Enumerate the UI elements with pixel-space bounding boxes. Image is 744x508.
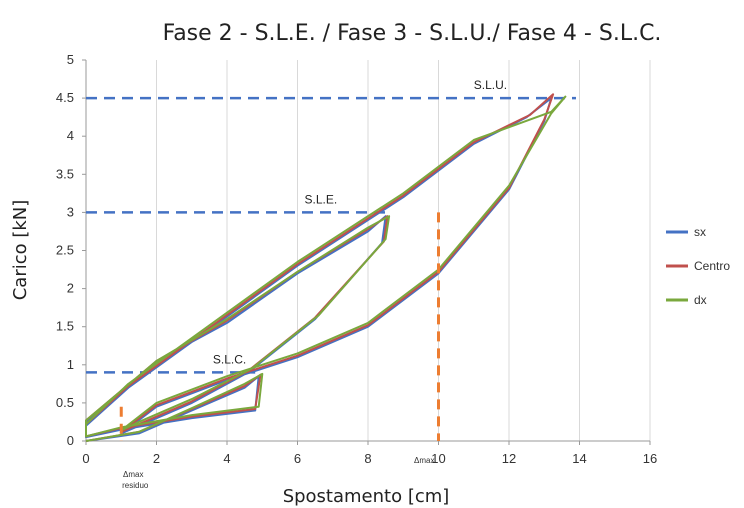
legend-label-centro: Centro (694, 259, 730, 273)
grid-lines (156, 60, 651, 441)
y-tick-label: 0.5 (56, 395, 74, 410)
vertical-markers: Δmax Δmax residuo (119, 212, 440, 490)
x-tick-label: 2 (153, 451, 160, 466)
y-tick-label: 4 (67, 128, 74, 143)
y-tick-labels: 0 0.5 1 1.5 2 2.5 3 3.5 4 4.5 5 (56, 52, 86, 448)
x-tick-label: 14 (572, 451, 586, 466)
x-tick-label: 8 (364, 451, 371, 466)
data-series (85, 93, 567, 442)
y-axis-title: Carico [kN] (10, 200, 31, 301)
y-tick-label: 3.5 (56, 166, 74, 181)
y-tick-label: 0 (67, 433, 74, 448)
x-tick-label: 10 (431, 451, 445, 466)
series-line-sx (85, 97, 553, 442)
reference-lines: S.L.U. S.L.E. S.L.C. (86, 78, 576, 374)
vertical-marker-label-2: residuo (122, 481, 149, 490)
x-axis-title: Spostamento [cm] (283, 486, 450, 507)
y-tick-label: 5 (67, 52, 74, 67)
series-line-dx (85, 95, 567, 442)
y-tick-label: 4.5 (56, 90, 74, 105)
vertical-marker-label: Δmax (414, 456, 434, 465)
x-tick-label: 12 (502, 451, 516, 466)
vertical-marker-label: Δmax (123, 470, 143, 479)
x-tick-label: 0 (82, 451, 89, 466)
legend-label-sx: sx (694, 225, 706, 239)
reference-line-label: S.L.C. (213, 352, 246, 366)
x-tick-label: 16 (643, 451, 657, 466)
series-line-centro (85, 93, 555, 442)
y-tick-label: 1 (67, 357, 74, 372)
legend: sx Centro dx (666, 225, 730, 307)
x-tick-label: 4 (223, 451, 230, 466)
x-tick-label: 6 (294, 451, 301, 466)
chart-title: Fase 2 - S.L.E. / Fase 3 - S.L.U./ Fase … (163, 21, 662, 46)
y-tick-label: 2 (67, 281, 74, 296)
reference-line-label: S.L.U. (474, 78, 507, 92)
reference-line-label: S.L.E. (305, 192, 338, 206)
legend-label-dx: dx (694, 293, 707, 307)
y-tick-label: 3 (67, 204, 74, 219)
x-tick-labels: 0 2 4 6 8 10 12 14 16 (82, 441, 657, 466)
y-tick-label: 2.5 (56, 243, 74, 258)
y-tick-label: 1.5 (56, 319, 74, 334)
